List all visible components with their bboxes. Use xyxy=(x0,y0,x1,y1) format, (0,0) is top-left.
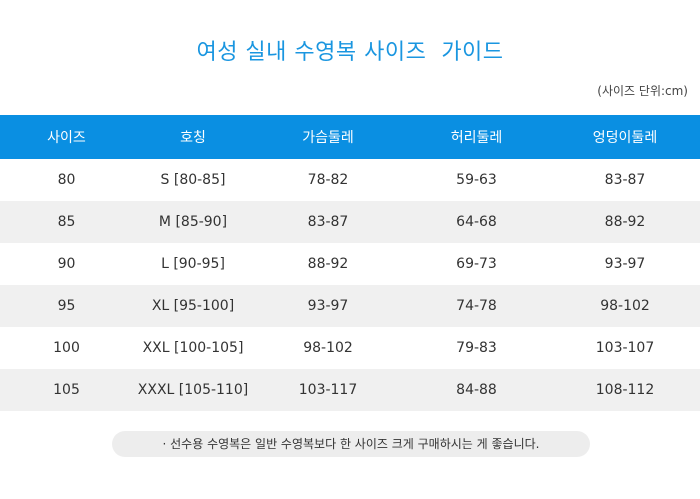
header-bust: 가슴둘레 xyxy=(302,130,354,146)
table-row: 100 XXL [100-105] 98-102 79-83 103-107 xyxy=(0,327,700,369)
header-hip: 엉덩이둘레 xyxy=(592,130,658,146)
cell-designation: XXL [100-105] xyxy=(142,340,244,356)
cell-designation: S [80-85] xyxy=(160,172,226,188)
cell-designation: L [90-95] xyxy=(161,256,225,272)
cell-waist: 84-88 xyxy=(456,382,497,398)
cell-bust: 88-92 xyxy=(307,256,349,272)
table-row: 80 S [80-85] 78-82 59-63 83-87 xyxy=(0,159,700,201)
cell-waist: 64-68 xyxy=(456,214,497,230)
cell-designation: XL [95-100] xyxy=(151,298,235,314)
size-table: 사이즈 호칭 가슴둘레 허리둘레 엉덩이둘레 80 S [80-85] 78-8… xyxy=(0,115,700,411)
cell-bust: 78-82 xyxy=(307,172,349,188)
cell-bust: 103-117 xyxy=(298,382,358,398)
cell-hip: 103-107 xyxy=(595,340,655,356)
cell-hip: 98-102 xyxy=(600,298,650,314)
cell-size: 90 xyxy=(57,256,76,272)
cell-waist: 79-83 xyxy=(456,340,497,356)
cell-bust: 93-97 xyxy=(307,298,349,314)
table-row: 95 XL [95-100] 93-97 74-78 98-102 xyxy=(0,285,700,327)
table-row: 105 XXXL [105-110] 103-117 84-88 108-112 xyxy=(0,369,700,411)
header-waist: 허리둘레 xyxy=(450,130,503,146)
cell-waist: 69-73 xyxy=(456,256,497,272)
cell-designation: M [85-90] xyxy=(158,214,228,230)
cell-waist: 59-63 xyxy=(456,172,497,188)
cell-bust: 98-102 xyxy=(303,340,353,356)
header-designation: 호칭 xyxy=(180,130,206,146)
page-title: 여성 실내 수영복 사이즈 가이드 xyxy=(196,40,504,65)
footnote-pill: · 선수용 수영복은 일반 수영복보다 한 사이즈 크게 구매하시는 게 좋습니… xyxy=(112,431,590,457)
cell-size: 105 xyxy=(53,382,80,398)
unit-note: (사이즈 단위:cm) xyxy=(597,84,688,98)
table-header-row: 사이즈 호칭 가슴둘레 허리둘레 엉덩이둘레 xyxy=(0,115,700,159)
header-size: 사이즈 xyxy=(47,130,86,146)
table-row: 90 L [90-95] 88-92 69-73 93-97 xyxy=(0,243,700,285)
cell-size: 95 xyxy=(57,298,76,314)
cell-designation: XXXL [105-110] xyxy=(137,382,249,398)
cell-hip: 83-87 xyxy=(604,172,646,188)
cell-hip: 88-92 xyxy=(604,214,646,230)
cell-size: 100 xyxy=(53,340,80,356)
cell-size: 85 xyxy=(57,214,76,230)
table-row: 85 M [85-90] 83-87 64-68 88-92 xyxy=(0,201,700,243)
cell-hip: 108-112 xyxy=(595,382,655,398)
cell-size: 80 xyxy=(57,172,76,188)
cell-hip: 93-97 xyxy=(604,256,646,272)
cell-waist: 74-78 xyxy=(456,298,497,314)
cell-bust: 83-87 xyxy=(307,214,349,230)
